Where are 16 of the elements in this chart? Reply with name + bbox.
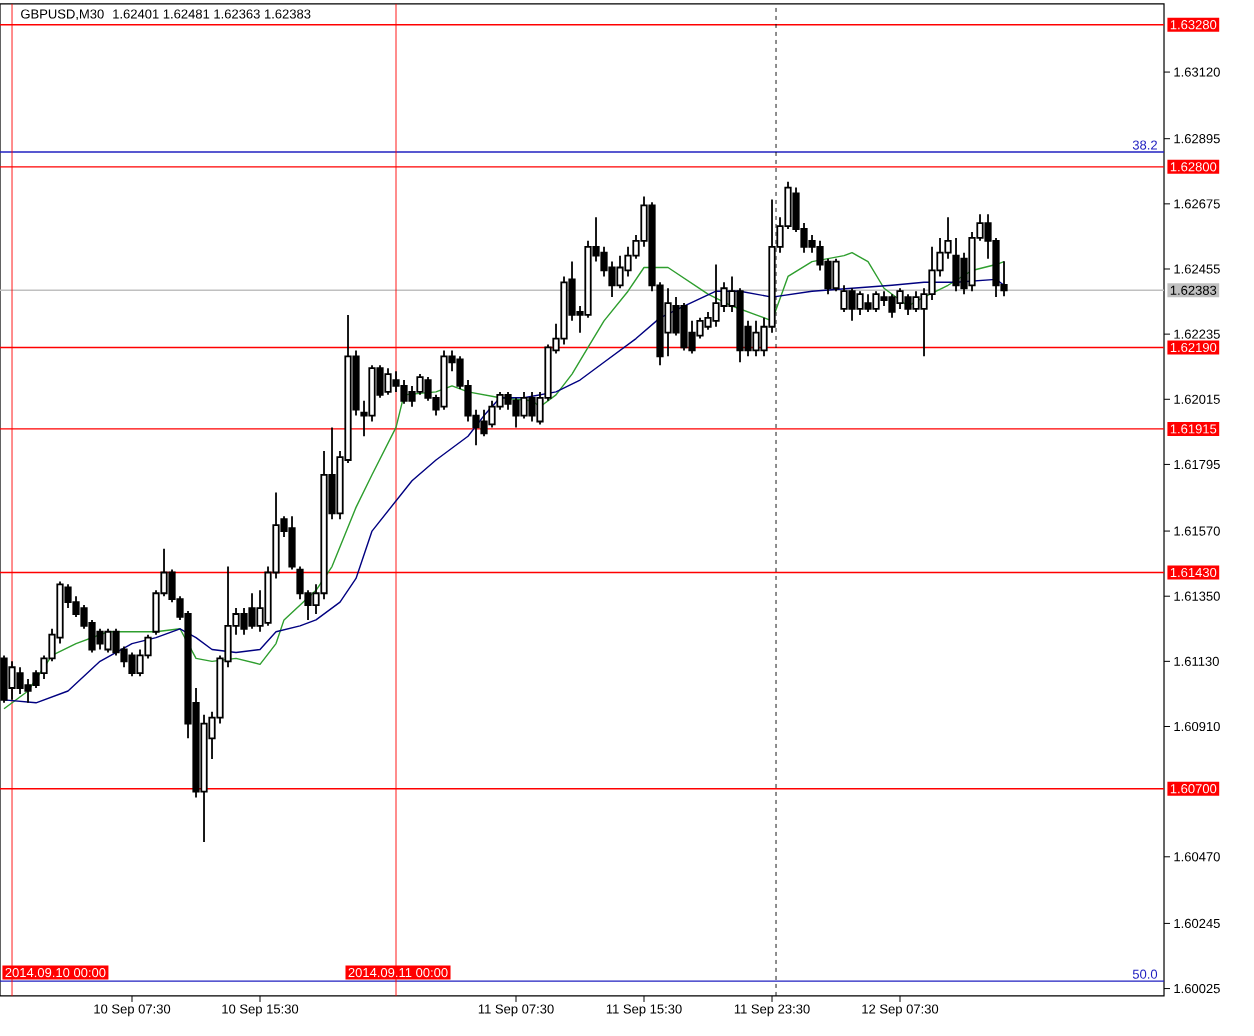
candlestick bbox=[8, 660, 16, 701]
candlestick bbox=[712, 263, 720, 328]
candlestick bbox=[600, 245, 608, 278]
candlestick bbox=[320, 450, 328, 601]
candlestick bbox=[624, 245, 632, 278]
candlestick bbox=[952, 237, 960, 293]
candlestick bbox=[520, 390, 528, 420]
candlestick bbox=[608, 260, 616, 299]
candlestick bbox=[664, 287, 672, 358]
candlestick bbox=[752, 319, 760, 358]
candlestick bbox=[16, 666, 24, 695]
candlestick bbox=[880, 290, 888, 307]
candlestick bbox=[560, 275, 568, 346]
candlestick bbox=[240, 607, 248, 636]
candlestick bbox=[528, 390, 536, 423]
candlestick bbox=[24, 678, 32, 704]
